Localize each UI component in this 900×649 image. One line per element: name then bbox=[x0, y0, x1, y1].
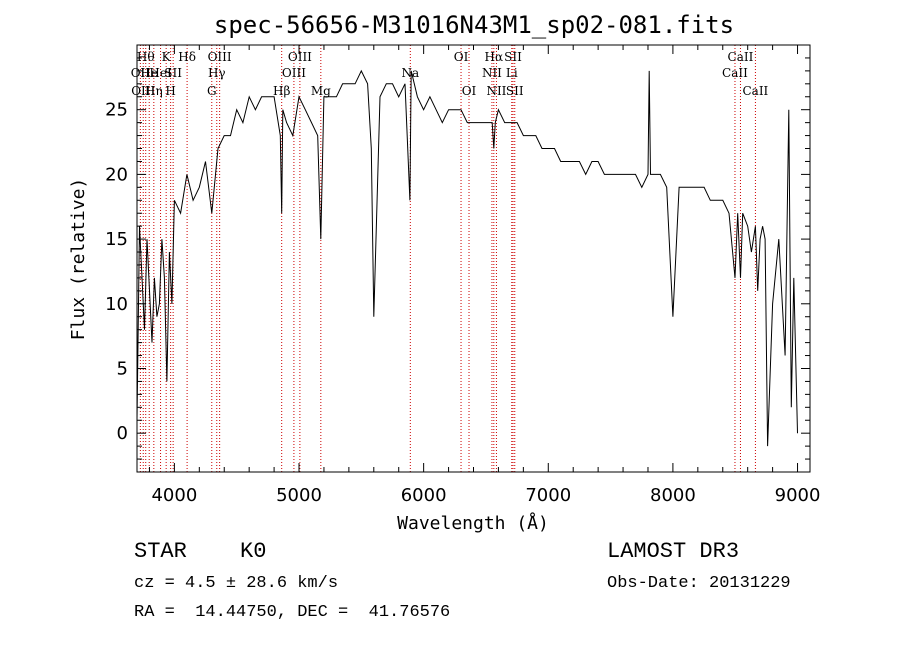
object-subclass: K0 bbox=[240, 539, 267, 564]
spectral-line-label: OIII bbox=[282, 66, 306, 80]
y-tick-label: 10 bbox=[105, 294, 128, 315]
spectral-line-label: Hα bbox=[485, 50, 504, 64]
spectral-line-label: Hη bbox=[145, 84, 163, 98]
y-tick-label: 20 bbox=[105, 164, 128, 185]
object-class: STAR bbox=[134, 539, 187, 564]
x-tick-label: 9000 bbox=[775, 485, 821, 506]
spectral-line-label: Mg bbox=[311, 84, 331, 98]
observation-date: Obs-Date: 20131229 bbox=[607, 574, 791, 593]
y-tick-label: 25 bbox=[105, 100, 128, 121]
spectral-line-label: OIII bbox=[288, 50, 312, 64]
spectral-line-label: He bbox=[140, 66, 158, 80]
x-axis-label: Wavelength (Å) bbox=[397, 512, 549, 534]
spectral-line-label: Hβ bbox=[273, 84, 290, 98]
spectral-line-label: SII bbox=[504, 50, 522, 64]
spectral-line-label: NII bbox=[486, 84, 506, 98]
spectral-line-label: OI bbox=[462, 84, 477, 98]
spectral-line-label: CaII bbox=[728, 50, 754, 64]
spectral-line-label: SII bbox=[164, 66, 182, 80]
spectral-line-label: Hθ bbox=[137, 50, 155, 64]
y-axis-label: Flux (relative) bbox=[68, 178, 89, 341]
spectral-line-label: SII bbox=[506, 84, 524, 98]
spectral-line-label: NII bbox=[482, 66, 502, 80]
survey-name: LAMOST DR3 bbox=[607, 539, 740, 564]
y-tick-label: 5 bbox=[117, 358, 128, 379]
y-tick-label: 15 bbox=[105, 229, 128, 250]
spectral-line-label: CaII bbox=[742, 84, 768, 98]
axis-ticks: 4000 5000 6000 7000 8000 9000 0 5 10 15 20 25 bbox=[105, 45, 820, 506]
spectral-line-labels: OIIOIIIHθHeHηHeIKHSIIHδGHγOIIIHβOIIIOIII… bbox=[131, 50, 769, 98]
x-tick-label: 8000 bbox=[650, 485, 696, 506]
spectral-line-label: OIII bbox=[208, 50, 232, 64]
spectral-line-label: G bbox=[207, 84, 217, 98]
spectral-line-label: K bbox=[162, 50, 172, 64]
coordinates: RA = 14.44750, DEC = 41.76576 bbox=[134, 603, 451, 622]
spectral-line-label: Hδ bbox=[178, 50, 196, 64]
plot-frame bbox=[136, 44, 811, 473]
spectral-line-label: Na bbox=[401, 66, 419, 80]
spectral-line-label: H bbox=[165, 84, 175, 98]
spectral-line-label: OI bbox=[454, 50, 469, 64]
spectral-line-label: OII bbox=[131, 66, 151, 80]
spectral-line-label: Hγ bbox=[208, 66, 226, 80]
redshift-velocity: cz = 4.5 ± 28.6 km/s bbox=[134, 574, 339, 593]
x-tick-label: 4000 bbox=[151, 485, 197, 506]
x-tick-label: 7000 bbox=[525, 485, 571, 506]
spectral-line-markers bbox=[139, 45, 756, 472]
x-tick-label: 5000 bbox=[276, 485, 322, 506]
y-tick-label: 0 bbox=[117, 423, 128, 444]
spectrum-line bbox=[136, 69, 798, 447]
spectral-line-label: HeI bbox=[149, 66, 172, 80]
x-tick-label: 6000 bbox=[401, 485, 447, 506]
spectral-line-label: CaII bbox=[722, 66, 748, 80]
chart-title: spec-56656-M31016N43M1_sp02-081.fits bbox=[214, 11, 734, 39]
spectral-line-label: Li bbox=[506, 66, 518, 80]
